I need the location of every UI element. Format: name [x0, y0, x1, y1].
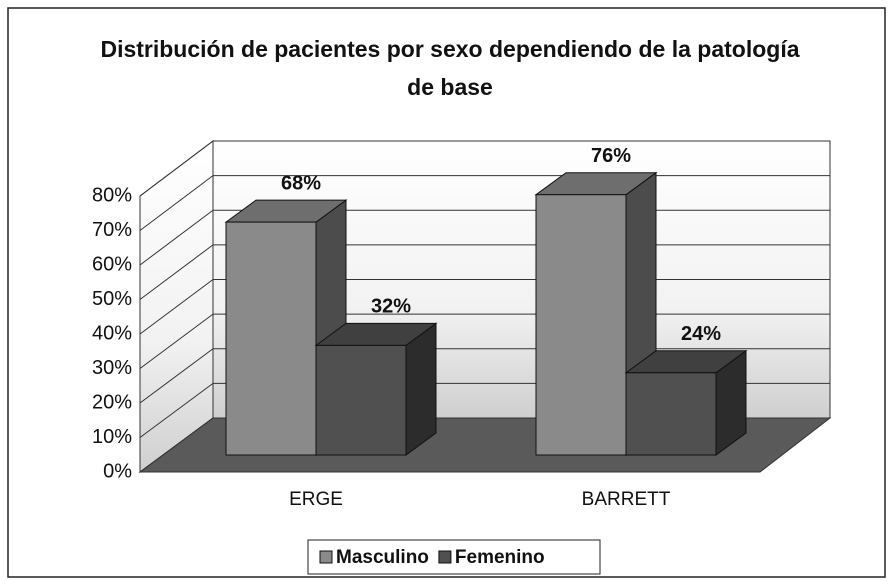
bar-side: [405, 322, 437, 456]
bar-front: [315, 344, 407, 456]
grid-line-side: [139, 348, 214, 404]
data-label: 76%: [591, 145, 631, 167]
data-label: 32%: [371, 296, 411, 318]
legend-box: [307, 539, 601, 575]
y-tick-label: 80%: [92, 184, 132, 206]
bar: [314, 322, 438, 456]
grid-line-side: [139, 209, 214, 266]
legend-label: Masculino: [336, 547, 429, 568]
y-tick-label: 40%: [92, 322, 132, 344]
bar-front: [535, 194, 627, 456]
frame-border: [7, 7, 886, 578]
grid-line-side: [139, 175, 214, 231]
x-tick-label: ERGE: [289, 489, 343, 510]
x-tick-label: BARRETT: [582, 489, 671, 510]
bar-front: [225, 221, 317, 456]
bar: [624, 349, 748, 456]
legend-swatch: [438, 550, 452, 564]
y-tick-label: 60%: [92, 253, 132, 275]
grid-line-side: [139, 417, 214, 473]
grid-line-side: [139, 279, 214, 335]
grid-line-side: [139, 244, 214, 300]
grid-line-side: [139, 382, 214, 438]
grid-line-side: [139, 313, 214, 369]
data-label: 24%: [681, 323, 721, 345]
bar-front: [625, 372, 717, 456]
y-tick-label: 30%: [92, 357, 132, 379]
legend-swatch: [319, 550, 333, 564]
y-tick-label: 0%: [103, 460, 132, 482]
legend-label: Femenino: [455, 547, 545, 568]
y-tick-label: 20%: [92, 391, 132, 413]
chart-title: Distribución de pacientes por sexo depen…: [100, 36, 800, 100]
grid-line-side: [139, 140, 214, 197]
y-tick-label: 50%: [92, 288, 132, 310]
y-tick-label: 10%: [92, 426, 132, 448]
data-label: 68%: [281, 172, 321, 194]
y-tick-label: 70%: [92, 219, 132, 241]
